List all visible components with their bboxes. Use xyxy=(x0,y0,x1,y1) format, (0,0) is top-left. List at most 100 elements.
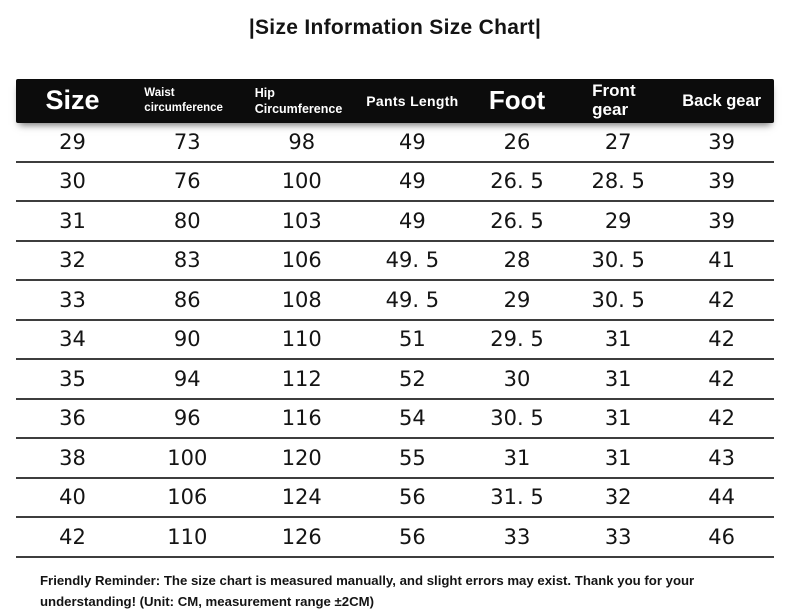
cell: 31. 5 xyxy=(490,485,544,510)
cell: 33 xyxy=(59,287,86,312)
table-row: 34 90 110 51 29. 5 31 42 xyxy=(16,321,774,360)
cell: 39 xyxy=(708,208,735,233)
cell: 29. 5 xyxy=(490,327,544,352)
table-row: 29 73 98 49 26 27 39 xyxy=(16,123,774,163)
cell: 31 xyxy=(604,327,632,352)
cell: 40 xyxy=(59,485,86,510)
cell: 76 xyxy=(173,169,201,194)
cell: 30. 5 xyxy=(591,248,645,273)
cell: 44 xyxy=(708,485,735,510)
cell: 56 xyxy=(399,485,426,510)
cell: 49 xyxy=(399,208,426,233)
cell: 43 xyxy=(708,445,735,470)
friendly-reminder-note: Friendly Reminder: The size chart is mea… xyxy=(40,573,695,610)
cell: 27 xyxy=(604,129,632,154)
column-header-label: Pants Length xyxy=(366,92,459,109)
cell: 55 xyxy=(399,445,426,470)
cell: 41 xyxy=(708,248,735,273)
cell: 94 xyxy=(173,366,201,391)
column-header-label: Front gear xyxy=(592,81,636,119)
cell: 42 xyxy=(59,524,86,549)
cell: 31 xyxy=(604,406,632,431)
cell: 108 xyxy=(281,287,322,312)
table-row: 40 106 124 56 31. 5 32 44 xyxy=(16,479,774,518)
cell: 80 xyxy=(173,208,201,233)
column-header: Front gear xyxy=(567,81,669,119)
cell: 49. 5 xyxy=(385,248,440,273)
cell: 42 xyxy=(708,287,735,312)
cell: 124 xyxy=(281,485,322,510)
cell: 26. 5 xyxy=(490,208,544,233)
cell: 31 xyxy=(59,208,86,233)
column-header-label: Waist circumference xyxy=(144,87,223,114)
cell: 29 xyxy=(59,129,86,154)
cell: 110 xyxy=(281,327,322,352)
table-row: 31 80 103 49 26. 5 29 39 xyxy=(16,202,774,242)
column-header: Pants Length xyxy=(358,93,467,109)
cell: 28. 5 xyxy=(591,169,645,194)
cell: 42 xyxy=(708,366,735,391)
table-row: 30 76 100 49 26. 5 28. 5 39 xyxy=(16,163,774,202)
column-header-label: Size xyxy=(45,85,100,116)
cell: 42 xyxy=(708,406,735,431)
cell: 52 xyxy=(399,366,426,391)
cell: 90 xyxy=(173,327,201,352)
cell: 106 xyxy=(281,248,322,273)
size-table: Size Waist circumference Hip Circumference… xyxy=(16,79,774,558)
page-title: |Size Information Size Chart| xyxy=(248,16,542,39)
cell: 29 xyxy=(503,287,531,312)
cell: 30. 5 xyxy=(490,406,544,431)
table-body: 29 73 98 49 26 27 39 30 76 100 49 26. 5 28. 5 39 31 80 1… xyxy=(16,123,774,558)
cell: 26 xyxy=(503,129,531,154)
column-header-label: Back gear xyxy=(682,91,762,110)
cell: 100 xyxy=(167,445,208,470)
cell: 42 xyxy=(708,327,735,352)
column-header: Waist circumference xyxy=(129,86,246,116)
table-row: 35 94 112 52 30 31 42 xyxy=(16,360,774,400)
cell: 31 xyxy=(604,366,632,391)
cell: 73 xyxy=(173,129,201,154)
table-row: 38 100 120 55 31 31 43 xyxy=(16,439,774,479)
cell: 106 xyxy=(167,485,208,510)
cell: 54 xyxy=(399,406,426,431)
cell: 51 xyxy=(399,327,426,352)
cell: 28 xyxy=(503,248,531,273)
column-header: Hip Circumference xyxy=(246,85,358,118)
cell: 126 xyxy=(281,524,322,549)
cell: 56 xyxy=(399,524,426,549)
cell: 32 xyxy=(604,485,632,510)
cell: 39 xyxy=(708,169,735,194)
cell: 31 xyxy=(604,445,632,470)
cell: 112 xyxy=(281,366,322,391)
cell: 110 xyxy=(167,524,208,549)
cell: 116 xyxy=(281,406,322,431)
cell: 29 xyxy=(604,208,632,233)
column-header: Size xyxy=(16,85,129,116)
cell: 100 xyxy=(281,169,322,194)
cell: 36 xyxy=(59,406,86,431)
cell: 120 xyxy=(281,445,322,470)
cell: 32 xyxy=(59,248,86,273)
cell: 46 xyxy=(708,524,735,549)
column-header-label: Hip Circumference xyxy=(254,85,343,116)
cell: 30 xyxy=(59,169,86,194)
cell: 39 xyxy=(708,129,735,154)
cell: 35 xyxy=(59,366,86,391)
table-row: 36 96 116 54 30. 5 31 42 xyxy=(16,400,774,439)
cell: 38 xyxy=(59,445,86,470)
cell: 49. 5 xyxy=(385,287,440,312)
table-header-row: Size Waist circumference Hip Circumference… xyxy=(16,79,774,123)
cell: 103 xyxy=(281,208,322,233)
cell: 30. 5 xyxy=(591,287,645,312)
cell: 83 xyxy=(173,248,201,273)
cell: 96 xyxy=(173,406,201,431)
cell: 26. 5 xyxy=(490,169,544,194)
table-row: 33 86 108 49. 5 29 30. 5 42 xyxy=(16,281,774,321)
column-header: Foot xyxy=(467,85,567,116)
cell: 34 xyxy=(59,327,86,352)
table-row: 42 110 126 56 33 33 46 xyxy=(16,518,774,558)
cell: 49 xyxy=(399,169,426,194)
cell: 31 xyxy=(503,445,531,470)
cell: 49 xyxy=(399,129,426,154)
